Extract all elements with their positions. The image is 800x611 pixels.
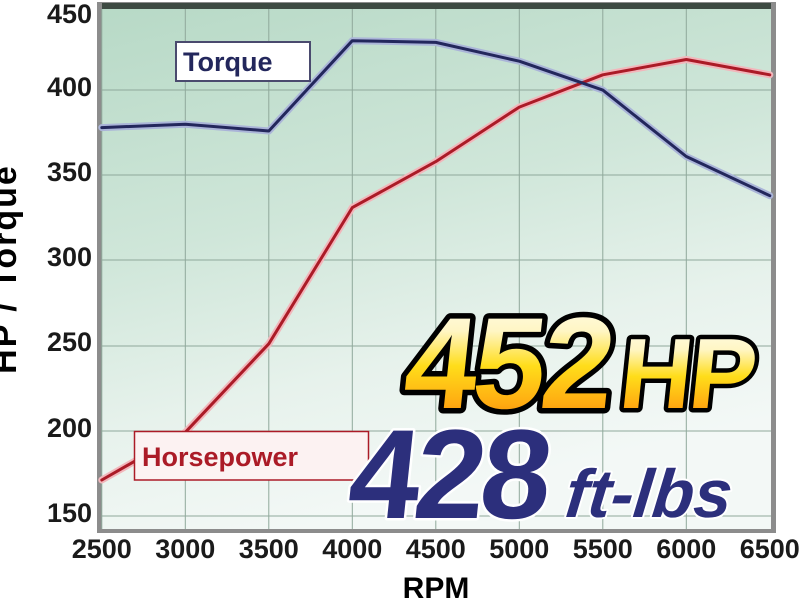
svg-text:200: 200	[47, 413, 92, 443]
svg-text:400: 400	[47, 72, 92, 102]
svg-text:5500: 5500	[573, 534, 633, 564]
svg-text:350: 350	[47, 157, 92, 187]
svg-text:6500: 6500	[740, 534, 800, 564]
svg-text:150: 150	[47, 498, 92, 528]
svg-text:3500: 3500	[239, 534, 299, 564]
svg-text:HP / Torque: HP / Torque	[0, 164, 24, 374]
svg-text:450: 450	[47, 0, 92, 29]
svg-text:Horsepower: Horsepower	[142, 442, 299, 472]
svg-text:ft-lbs: ft-lbs	[562, 456, 736, 532]
svg-text:RPM: RPM	[403, 572, 470, 605]
svg-text:Torque: Torque	[183, 47, 273, 77]
svg-text:250: 250	[47, 327, 92, 357]
svg-text:3000: 3000	[155, 534, 215, 564]
svg-text:428: 428	[343, 403, 556, 545]
svg-text:HP: HP	[615, 318, 760, 430]
svg-text:2500: 2500	[72, 534, 132, 564]
svg-text:6000: 6000	[656, 534, 716, 564]
svg-text:300: 300	[47, 242, 92, 272]
